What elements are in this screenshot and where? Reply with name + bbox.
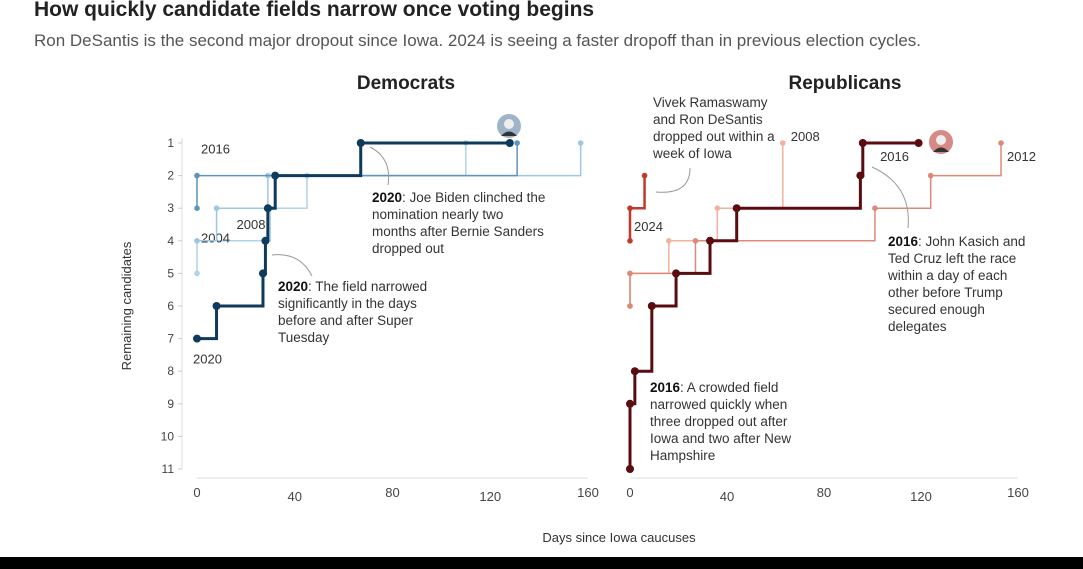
- data-point-2020: [258, 269, 267, 278]
- annotation-kasich-cruz: 2016: John Kasich and Ted Cruz left the …: [888, 234, 1026, 334]
- data-point-2012: [627, 270, 633, 277]
- x-axis-label: Days since Iowa caucuses: [542, 530, 696, 545]
- x-tick-label: 0: [626, 485, 633, 500]
- series-label-2020: 2020: [193, 351, 222, 366]
- data-point-2016: [858, 139, 867, 147]
- data-point-2020: [356, 139, 365, 147]
- y-tick-label: 6: [167, 299, 174, 313]
- annotation-biden: 2020: Joe Biden clinched the nomination …: [372, 190, 546, 256]
- data-point-2008: [577, 140, 584, 146]
- data-point-2020: [271, 171, 280, 180]
- series-label-2012: 2012: [1007, 149, 1036, 164]
- y-tick-label: 11: [162, 462, 175, 476]
- data-point-2016: [194, 172, 200, 179]
- biden-avatar-face: [504, 119, 514, 129]
- data-point-2008: [194, 238, 200, 244]
- data-point-2016: [626, 399, 634, 408]
- page-subtitle: Ron DeSantis is the second major dropout…: [34, 31, 922, 50]
- annotation-desantis: Vivek Ramaswamy and Ron DeSantis dropped…: [653, 95, 775, 161]
- y-tick-label: 4: [167, 234, 174, 248]
- data-point-2012: [927, 172, 934, 179]
- x-tick-label: 0: [193, 485, 200, 500]
- data-point-2008: [779, 140, 786, 146]
- data-point-2024: [627, 205, 633, 211]
- y-tick-label: 3: [167, 201, 174, 215]
- y-tick-label: 5: [167, 266, 174, 280]
- trump-avatar-face: [936, 135, 946, 145]
- panel-title: Republicans: [789, 73, 902, 94]
- data-point-2016: [732, 204, 741, 213]
- series-label-2024: 2024: [634, 219, 663, 234]
- y-tick-label: 1: [167, 136, 174, 150]
- annotation-super-tuesday: 2020: The field narrowed significantly i…: [278, 279, 428, 345]
- annotation-arrow: [871, 166, 909, 229]
- data-point-2024: [627, 238, 633, 244]
- series-line-2024: [628, 175, 646, 241]
- data-point-2008: [666, 238, 672, 244]
- data-point-2016: [626, 465, 634, 473]
- series-label-2008: 2008: [791, 129, 820, 144]
- data-point-2016: [514, 140, 520, 146]
- series-line-2012: [629, 143, 1002, 306]
- y-tick-label: 8: [167, 364, 174, 378]
- series-label-2008: 2008: [237, 217, 266, 232]
- data-point-2012: [692, 238, 699, 244]
- annotation-arrow: [369, 146, 390, 186]
- series-label-2016: 2016: [880, 149, 909, 164]
- x-tick-label: 80: [817, 485, 831, 500]
- data-point-2016: [194, 205, 200, 211]
- x-tick-label: 40: [720, 489, 734, 504]
- data-point-2020: [212, 302, 221, 310]
- data-point-2008: [714, 205, 721, 211]
- republicans-panel: Republicans 0 40 80 120 160 2008 2012 2024 2016: [626, 73, 1036, 504]
- data-point-2020: [505, 139, 514, 147]
- x-tick-label: 160: [577, 485, 599, 500]
- annotation-arrow: [271, 254, 313, 277]
- series-label-2004: 2004: [201, 230, 230, 245]
- data-point-2012: [627, 303, 633, 309]
- data-point-2008: [213, 205, 220, 211]
- trump-avatar-suit: [933, 147, 949, 152]
- democrats-panel: Democrats 0 40 80 120 160 1 2 3 4 5 6 7 8 9 10 11 Remaini…: [119, 73, 599, 504]
- data-point-2016: [630, 367, 639, 376]
- panel-title: Democrats: [357, 73, 455, 94]
- y-tick-label: 7: [167, 332, 174, 346]
- data-point-2020: [263, 204, 272, 213]
- annotation-crowded-field: 2016: A crowded field narrowed quickly w…: [650, 380, 792, 463]
- data-point-2012: [872, 205, 878, 211]
- y-tick-label: 10: [161, 429, 175, 443]
- y-tick-label: 9: [167, 397, 174, 411]
- data-point-2004: [194, 270, 200, 277]
- series-label-2016: 2016: [201, 141, 230, 156]
- data-point-2016: [706, 236, 715, 245]
- x-tick-label: 120: [479, 489, 501, 504]
- data-point-2020: [193, 334, 201, 343]
- data-point-2016: [856, 171, 865, 180]
- x-tick-label: 120: [910, 489, 932, 504]
- bottom-bar: [0, 557, 1083, 569]
- y-tick-label: 2: [167, 169, 174, 183]
- data-point-2016: [914, 139, 923, 147]
- x-tick-label: 80: [385, 485, 399, 500]
- data-point-2024: [641, 172, 648, 179]
- x-tick-label: 160: [1007, 485, 1029, 500]
- page-title: How quickly candidate fields narrow once…: [34, 0, 595, 21]
- x-tick-label: 40: [288, 489, 302, 504]
- annotation-arrow: [655, 167, 691, 193]
- biden-avatar-suit: [501, 131, 517, 136]
- data-point-2016: [672, 269, 681, 278]
- data-point-2016: [647, 302, 656, 310]
- data-point-2020: [261, 236, 270, 245]
- data-point-2012: [998, 140, 1004, 146]
- y-axis-label: Remaining candidates: [119, 241, 134, 370]
